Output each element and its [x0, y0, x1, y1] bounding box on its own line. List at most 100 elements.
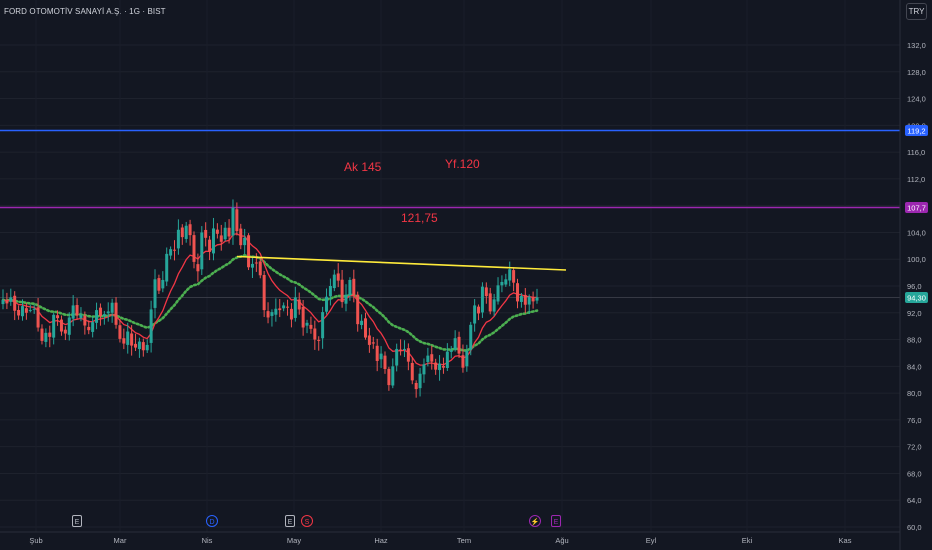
candle-body — [402, 348, 406, 350]
candle-body — [254, 262, 258, 264]
candle-body — [504, 279, 508, 285]
candle-body — [102, 314, 106, 316]
candle-body — [110, 302, 114, 313]
annotations: Ak 145 Yf.120 121,75 — [344, 157, 480, 225]
candle-body — [32, 308, 36, 310]
event-marker-label: E — [554, 519, 559, 526]
candle-body — [106, 311, 110, 314]
candle-body — [387, 368, 391, 386]
candle-body — [301, 306, 305, 328]
candle-body — [235, 209, 239, 232]
candle-body — [274, 308, 278, 315]
candle-body — [5, 300, 9, 304]
y-tick-label: 84,0 — [907, 362, 922, 371]
x-tick-label: May — [287, 536, 301, 545]
candle-body — [289, 308, 293, 320]
candle-body — [40, 328, 44, 341]
event-marker-dividend — [206, 515, 218, 527]
annotation-mid: 121,75 — [401, 211, 438, 225]
event-marker-label: S — [305, 519, 310, 526]
candle-body — [192, 235, 196, 262]
candle-body — [161, 279, 165, 289]
candle-body — [356, 294, 360, 325]
candle-body — [449, 350, 453, 352]
candle-body — [211, 228, 215, 254]
x-tick-label: Eki — [742, 536, 753, 545]
candle-body — [169, 249, 173, 256]
candle-body — [441, 365, 445, 368]
candle-body — [262, 274, 266, 311]
candle-body — [173, 249, 177, 251]
candle-body — [348, 279, 352, 296]
currency-button[interactable]: TRY — [906, 3, 927, 20]
candle-body — [215, 229, 219, 234]
event-marker-split — [301, 515, 313, 527]
candle-body — [391, 366, 395, 386]
candle-body — [137, 341, 141, 350]
candle-body — [519, 296, 523, 302]
candle-body — [445, 351, 449, 369]
event-marker-label: D — [209, 519, 214, 526]
candle-body — [141, 342, 145, 351]
candle-body — [352, 278, 356, 296]
event-marker-label: E — [288, 519, 293, 526]
annotation-yf: Yf.120 — [445, 157, 480, 171]
candle-body — [180, 227, 184, 238]
candle-body — [247, 235, 251, 268]
candle-body — [184, 225, 188, 239]
moving-averages — [1, 233, 539, 366]
candle-body — [278, 308, 282, 311]
candle-body — [430, 354, 434, 362]
candle-body — [286, 306, 290, 308]
candle-body — [134, 343, 138, 348]
event-marker-split — [529, 515, 541, 527]
candle-body — [126, 331, 130, 345]
candle-body — [91, 322, 95, 332]
candle-body — [383, 355, 387, 370]
candle-body — [56, 315, 60, 319]
candle-body — [406, 348, 410, 362]
candle-body — [266, 311, 270, 318]
x-axis[interactable]: Şub Mar Nis May Haz Tem Ağu Eyl Eki Kas — [0, 531, 900, 545]
candles — [1, 199, 539, 398]
candle-body — [24, 308, 28, 313]
event-marker-label: E — [75, 519, 80, 526]
candle-body — [477, 306, 481, 314]
x-tick-label: Ağu — [555, 536, 568, 545]
candle-body — [118, 325, 122, 339]
trend-line — [236, 255, 567, 271]
candle-body — [75, 305, 79, 316]
candle-body — [231, 207, 235, 236]
candle-body — [17, 309, 21, 316]
candle-body — [438, 363, 442, 371]
candle-body — [130, 333, 134, 346]
x-tick-label: Nis — [202, 536, 213, 545]
candle-body — [328, 286, 332, 297]
candle-body — [367, 335, 371, 345]
candle-body — [227, 227, 231, 237]
candle-body — [395, 348, 399, 366]
candle-body — [149, 309, 153, 343]
candle-body — [379, 353, 383, 360]
symbol-title[interactable]: FORD OTOMOTİV SANAYİ A.Ş. · 1G · BIST — [4, 7, 166, 16]
candle-body — [258, 261, 262, 276]
y-tick-label: 132,0 — [907, 41, 926, 50]
candle-body — [336, 273, 340, 281]
y-tick-label: 104,0 — [907, 228, 926, 237]
candle-body — [223, 227, 227, 240]
candle-body — [59, 319, 63, 332]
candle-body — [484, 287, 488, 297]
candle-body — [418, 373, 422, 389]
x-tick-label: Mar — [114, 536, 127, 545]
candle-body — [239, 228, 243, 246]
candle-body — [480, 286, 484, 313]
candle-body — [305, 322, 309, 326]
candle-body — [360, 320, 364, 326]
candle-body — [465, 350, 469, 367]
candle-body — [461, 355, 465, 368]
y-tick-label: 64,0 — [907, 496, 922, 505]
candle-body — [52, 314, 56, 338]
price-tag-purple-bg — [905, 202, 928, 213]
y-axis[interactable]: 60,0 64,0 68,0 72,0 76,0 80,0 84,0 88,0 92,0 96,0… — [899, 0, 926, 550]
